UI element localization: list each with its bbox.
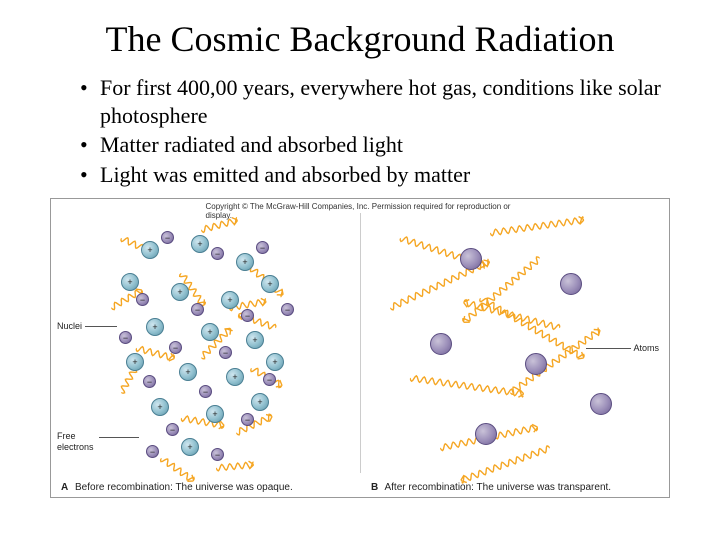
electron: − <box>219 346 232 359</box>
proton: + <box>261 275 279 293</box>
electron: − <box>281 303 294 316</box>
electron: − <box>143 375 156 388</box>
electron: − <box>263 373 276 386</box>
slide: The Cosmic Background Radiation For firs… <box>0 0 720 540</box>
proton: + <box>121 273 139 291</box>
photon <box>409 373 524 399</box>
figure: Copyright © The McGraw-Hill Companies, I… <box>50 198 670 498</box>
label-nuclei: Nuclei <box>57 321 82 331</box>
proton: + <box>221 291 239 309</box>
proton: + <box>236 253 254 271</box>
electron: − <box>199 385 212 398</box>
caption-letter: A <box>61 482 68 493</box>
proton: + <box>201 323 219 341</box>
proton: + <box>171 283 189 301</box>
proton: + <box>181 438 199 456</box>
electron: − <box>119 331 132 344</box>
photon <box>216 460 255 473</box>
atom <box>525 353 547 375</box>
proton: + <box>141 241 159 259</box>
photon <box>234 412 274 438</box>
label-free-electrons-2: electrons <box>57 442 94 452</box>
proton: + <box>226 368 244 386</box>
slide-title: The Cosmic Background Radiation <box>30 18 690 60</box>
atom <box>430 333 452 355</box>
electron: − <box>256 241 269 254</box>
proton: + <box>246 331 264 349</box>
proton: + <box>146 318 164 336</box>
leader-line <box>99 437 139 438</box>
figure-panel-a: Nuclei Free electrons ++++++++++++++++++… <box>51 213 360 473</box>
proton: + <box>179 363 197 381</box>
photon <box>158 454 197 485</box>
electron: − <box>166 423 179 436</box>
proton: + <box>206 405 224 423</box>
figure-panel-b: Atoms <box>360 213 669 473</box>
figure-caption-a: A Before recombination: The universe was… <box>61 482 293 493</box>
proton: + <box>151 398 169 416</box>
label-free-electrons-1: Free <box>57 431 76 441</box>
proton: + <box>126 353 144 371</box>
proton: + <box>191 235 209 253</box>
electron: − <box>146 445 159 458</box>
bullet-item: For first 400,00 years, everywhere hot g… <box>80 74 690 129</box>
leader-line <box>85 326 117 327</box>
electron: − <box>211 247 224 260</box>
photon <box>489 215 584 238</box>
electron: − <box>211 448 224 461</box>
caption-letter: B <box>371 482 378 493</box>
photon <box>459 443 552 485</box>
atom <box>590 393 612 415</box>
atom <box>475 423 497 445</box>
figure-caption-b: B After recombination: The universe was … <box>371 482 611 493</box>
electron: − <box>169 341 182 354</box>
caption-text: After recombination: The universe was tr… <box>384 482 611 493</box>
proton: + <box>266 353 284 371</box>
electron: − <box>241 309 254 322</box>
proton: + <box>251 393 269 411</box>
electron: − <box>241 413 254 426</box>
label-atoms: Atoms <box>633 343 659 353</box>
atom <box>460 248 482 270</box>
bullet-item: Matter radiated and absorbed light <box>80 131 690 159</box>
bullet-item: Light was emitted and absorbed by matter <box>80 161 690 189</box>
caption-text: Before recombination: The universe was o… <box>75 482 293 493</box>
leader-line <box>586 348 631 349</box>
bullet-list: For first 400,00 years, everywhere hot g… <box>80 74 690 188</box>
electron: − <box>136 293 149 306</box>
electron: − <box>191 303 204 316</box>
photon <box>200 215 239 234</box>
atom <box>560 273 582 295</box>
electron: − <box>161 231 174 244</box>
